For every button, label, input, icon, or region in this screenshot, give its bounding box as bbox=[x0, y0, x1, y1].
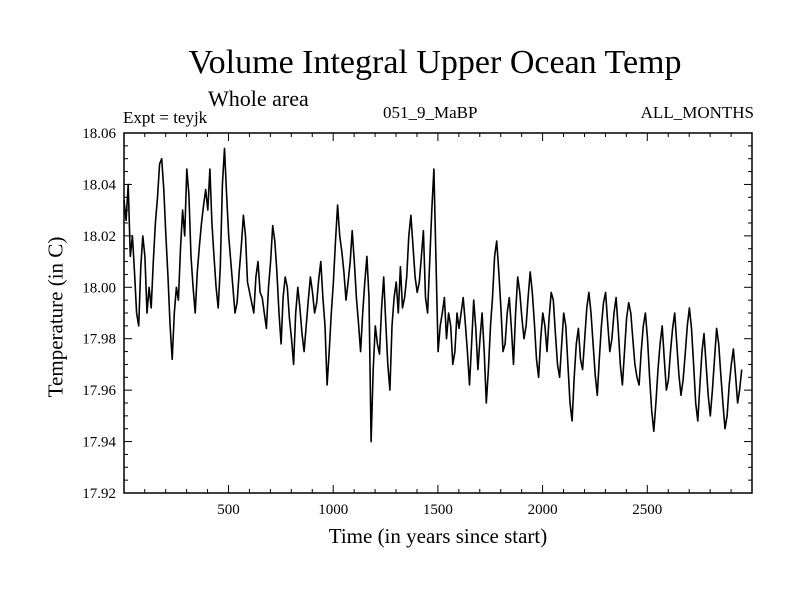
y-tick-label: 17.98 bbox=[82, 332, 116, 348]
x-tick-label: 1500 bbox=[423, 502, 453, 518]
y-tick-label: 18.04 bbox=[82, 177, 116, 193]
experiment-label: Expt = teyjk bbox=[123, 108, 208, 127]
y-tick-label: 17.92 bbox=[82, 486, 116, 502]
chart-subtitle: Whole area bbox=[208, 86, 309, 111]
y-tick-label: 18.02 bbox=[82, 229, 116, 245]
run-label: 051_9_MaBP bbox=[383, 103, 478, 122]
y-tick-label: 18.06 bbox=[82, 126, 116, 142]
x-axis-label: Time (in years since start) bbox=[328, 524, 548, 548]
series-layer bbox=[123, 147, 743, 443]
y-axis-label: Temperature (in C) bbox=[43, 236, 68, 398]
y-axis-ticks: 17.92 17.94 17.96 17.98 18.00 18.02 18.04 18.06 bbox=[82, 126, 752, 502]
chart-title: Volume Integral Upper Ocean Temp bbox=[188, 44, 682, 81]
x-tick-label: 2000 bbox=[528, 502, 558, 518]
x-tick-label: 2500 bbox=[632, 502, 662, 518]
x-tick-label: 500 bbox=[217, 502, 240, 518]
x-tick-label: 1000 bbox=[318, 502, 348, 518]
series-line-0 bbox=[123, 147, 743, 443]
y-tick-label: 17.96 bbox=[82, 383, 116, 399]
x-axis-ticks: 500 1000 1500 2000 2500 bbox=[144, 133, 732, 518]
plot-frame bbox=[123, 132, 753, 494]
months-label: ALL_MONTHS bbox=[640, 103, 754, 122]
y-tick-label: 18.00 bbox=[82, 280, 116, 296]
y-tick-label: 17.94 bbox=[82, 435, 116, 451]
